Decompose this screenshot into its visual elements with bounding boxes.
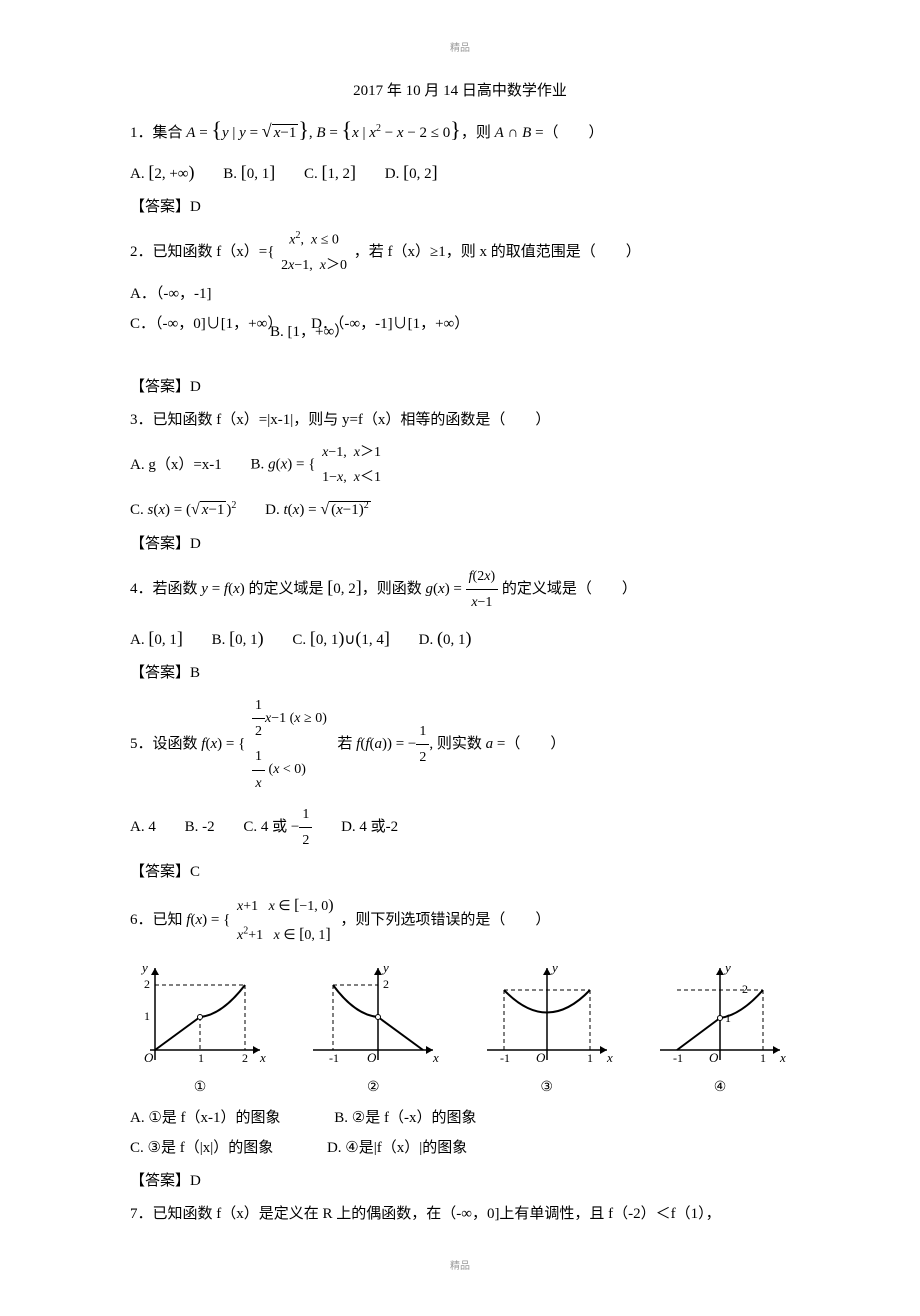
svg-text:O: O — [709, 1050, 719, 1065]
q5-optA: A. 4 — [130, 814, 156, 841]
q6-optA: A. ①是 f（x-1）的图象 — [130, 1105, 281, 1132]
footer-watermark: 精品 — [130, 1258, 790, 1276]
q6-optD: D. ④是|f（x）|的图象 — [327, 1135, 467, 1162]
svg-text:O: O — [144, 1050, 154, 1065]
q6-optB: B. ②是 f（-x）的图象 — [334, 1105, 476, 1132]
q3-options2: C. s(x) = (√x−1)2 D. t(x) = √(x−1)2 — [130, 496, 790, 525]
q1-optC: C. [1, 2] — [304, 156, 356, 188]
q3-options1: A. g（x）=x-1 B. g(x) = { x−1, x＞11−x, x＜1 — [130, 440, 790, 490]
q7-text: 7．已知函数 f（x）是定义在 R 上的偶函数，在（-∞，0]上有单调性，且 f… — [130, 1201, 790, 1228]
svg-text:-1: -1 — [673, 1051, 683, 1065]
q3-optB: B. g(x) = { x−1, x＞11−x, x＜1 — [251, 440, 384, 490]
q4-optB: B. [0, 1) — [212, 622, 264, 654]
svg-text:-1: -1 — [329, 1051, 339, 1065]
graph-2: O x y 2 -1 ② — [303, 960, 443, 1100]
q4-optD: D. (0, 1) — [419, 622, 472, 654]
svg-text:y: y — [723, 960, 731, 975]
q2-answer: 【答案】D — [130, 374, 790, 401]
graph-3-label: ③ — [477, 1075, 617, 1100]
svg-text:O: O — [367, 1050, 377, 1065]
svg-text:2: 2 — [144, 977, 150, 991]
q3-optA: A. g（x）=x-1 — [130, 452, 222, 479]
graph-1-label: ① — [130, 1075, 270, 1100]
header-watermark: 精品 — [130, 40, 790, 58]
q6-options2: C. ③是 f（|x|）的图象 D. ④是|f（x）|的图象 — [130, 1135, 790, 1162]
q2-optA: A．（-∞，-1] — [130, 281, 790, 308]
svg-text:y: y — [381, 960, 389, 975]
svg-text:2: 2 — [383, 977, 389, 991]
q1-text: 1．集合 A = {y | y = √x−1}, B = {x | x2 − x… — [130, 110, 790, 150]
svg-text:1: 1 — [725, 1011, 731, 1025]
q1-optA: A. [2, +∞) — [130, 156, 195, 188]
svg-text:-1: -1 — [500, 1051, 510, 1065]
q1-options: A. [2, +∞) B. [0, 1] C. [1, 2] D. [0, 2] — [130, 156, 790, 188]
graph-4-label: ④ — [650, 1075, 790, 1100]
q6-answer: 【答案】D — [130, 1168, 790, 1195]
svg-text:1: 1 — [760, 1051, 766, 1065]
q4-options: A. [0, 1] B. [0, 1) C. [0, 1)∪(1, 4] D. … — [130, 622, 790, 654]
q4-optA: A. [0, 1] — [130, 622, 183, 654]
q1-optD: D. [0, 2] — [385, 156, 438, 188]
q5-optC: C. 4 或 −12 — [243, 802, 312, 853]
q3-text: 3．已知函数 f（x）=|x-1|，则与 y=f（x）相等的函数是（ ） — [130, 407, 790, 434]
svg-text:2: 2 — [742, 982, 748, 996]
svg-text:x: x — [606, 1050, 613, 1065]
q4-optC: C. [0, 1)∪(1, 4] — [292, 622, 390, 654]
svg-text:O: O — [536, 1050, 546, 1065]
q5-optB: B. -2 — [185, 814, 215, 841]
q6-text: 6．已知 f(x) = { x+1 x ∈ [−1, 0)x2+1 x ∈ [0… — [130, 892, 790, 950]
q4-text: 4．若函数 y = f(x) 的定义域是 [0, 2]，则函数 g(x) = f… — [130, 564, 790, 615]
page-title: 2017 年 10 月 14 日高中数学作业 — [130, 78, 790, 105]
svg-text:x: x — [432, 1050, 439, 1065]
graph-4: O x y -1 1 2 1 ④ — [650, 960, 790, 1100]
svg-text:x: x — [779, 1050, 786, 1065]
graph-2-label: ② — [303, 1075, 443, 1100]
q5-answer: 【答案】C — [130, 859, 790, 886]
svg-text:1: 1 — [587, 1051, 593, 1065]
graph-3: O x y -1 1 ③ — [477, 960, 617, 1100]
q1-answer: 【答案】D — [130, 194, 790, 221]
q4-answer: 【答案】B — [130, 660, 790, 687]
q3-optD: D. t(x) = √(x−1)2 — [265, 496, 371, 525]
q2-text: 2．已知函数 f（x）={ x2, x ≤ 02x−1, x＞0 ，若 f（x）… — [130, 227, 790, 278]
q6-optC: C. ③是 f（|x|）的图象 — [130, 1135, 273, 1162]
svg-text:y: y — [140, 960, 148, 975]
q3-optC: C. s(x) = (√x−1)2 — [130, 496, 236, 525]
q5-text: 5．设函数 f(x) = { 12x−1 (x ≥ 0)1x (x < 0) 若… — [130, 693, 790, 796]
q3-answer: 【答案】D — [130, 531, 790, 558]
q5-options: A. 4 B. -2 C. 4 或 −12 D. 4 或-2 — [130, 802, 790, 853]
q5-optD: D. 4 或-2 — [341, 814, 398, 841]
svg-text:2: 2 — [242, 1051, 248, 1065]
svg-text:1: 1 — [198, 1051, 204, 1065]
svg-text:x: x — [259, 1050, 266, 1065]
q2-optB-inline: B. [1，+∞） — [270, 324, 349, 340]
graph-1: O x y 1 2 1 2 ① — [130, 960, 270, 1100]
q1-optB: B. [0, 1] — [223, 156, 275, 188]
svg-text:1: 1 — [144, 1009, 150, 1023]
q6-graphs: O x y 1 2 1 2 ① O x y 2 -1 — [130, 960, 790, 1100]
svg-text:y: y — [550, 960, 558, 975]
q6-options1: A. ①是 f（x-1）的图象 B. ②是 f（-x）的图象 — [130, 1105, 790, 1132]
